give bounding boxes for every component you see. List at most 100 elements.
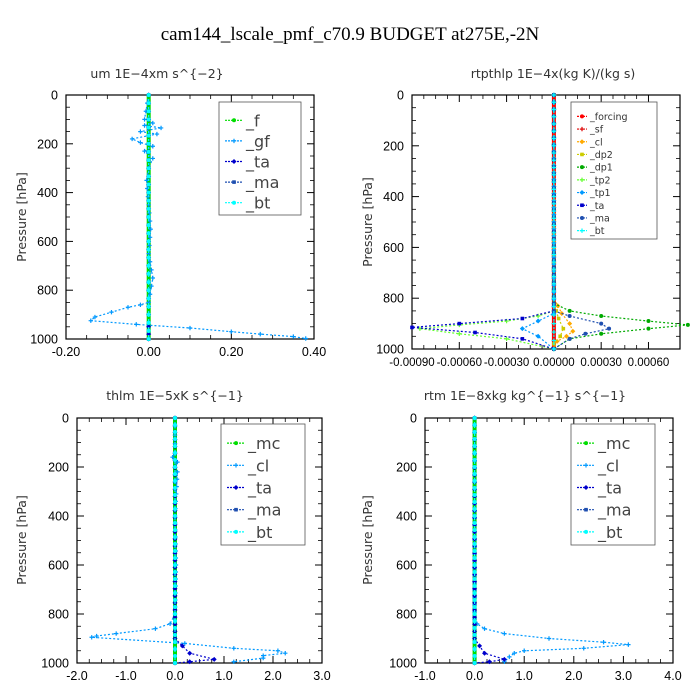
data-point	[556, 316, 561, 321]
series-line-cl	[91, 418, 286, 663]
data-point	[173, 500, 177, 504]
data-point	[472, 521, 477, 525]
y-tick-label: 600	[48, 559, 69, 573]
x-tick-label: -0.00030	[484, 357, 529, 369]
data-point	[551, 321, 557, 326]
y-tick-label: 0	[397, 89, 404, 103]
legend-entry: _forcing	[589, 112, 628, 123]
data-point	[472, 500, 477, 504]
data-point	[551, 172, 557, 178]
data-point	[472, 598, 477, 602]
data-point	[551, 150, 557, 156]
legend-marker	[583, 463, 589, 468]
data-point	[173, 521, 177, 525]
data-point	[607, 326, 612, 331]
legend-entry: _bt	[247, 523, 272, 543]
data-point	[535, 333, 541, 339]
data-point	[173, 514, 177, 518]
data-point	[173, 654, 177, 658]
data-point	[173, 563, 177, 567]
data-point	[551, 187, 557, 192]
data-point	[146, 190, 151, 195]
data-point	[551, 240, 557, 246]
y-tick-label: 200	[383, 139, 404, 153]
data-point	[563, 333, 569, 339]
panel-title: um 1E−4xm s^{−2}	[90, 66, 223, 81]
data-point	[283, 651, 288, 656]
data-point	[229, 329, 234, 334]
legend-marker	[579, 126, 585, 132]
y-axis-label: Pressure [hPa]	[360, 177, 375, 267]
data-point	[173, 416, 177, 420]
legend-entry: _ta	[589, 201, 604, 212]
data-point	[520, 337, 525, 341]
data-point	[472, 528, 477, 532]
legend-marker	[580, 152, 584, 157]
y-tick-label: 800	[48, 608, 69, 622]
data-point	[114, 631, 119, 636]
legend-marker	[232, 200, 236, 205]
data-point	[146, 141, 151, 146]
panel-thlm: thlm 1E−5xK s^{−1} Pressure [hPa] -2.0 -1…	[14, 388, 331, 683]
legend-marker	[232, 118, 236, 123]
panel-rtpthlp: rtpthlp 1E−4x(kg K)/(kg s) Pressure [hPa…	[360, 66, 690, 369]
series-line-ta	[174, 418, 215, 664]
data-point	[179, 643, 185, 649]
data-point	[551, 92, 557, 98]
legend-entry: _gf	[245, 132, 270, 152]
y-tick-label: 400	[383, 190, 404, 204]
data-point	[504, 336, 509, 342]
data-point	[150, 275, 155, 281]
data-point	[558, 334, 562, 339]
y-tick-label: 600	[383, 241, 404, 255]
y-tick-label: 600	[396, 559, 417, 573]
data-point	[567, 313, 572, 318]
data-point	[146, 133, 151, 138]
legend-entry: _cl	[589, 137, 603, 148]
data-point	[535, 318, 541, 324]
y-tick-label: 1000	[30, 333, 58, 347]
legend-marker	[234, 441, 238, 446]
data-point	[303, 336, 308, 341]
series-line-ta	[411, 95, 555, 350]
legend-box	[570, 101, 658, 240]
data-point	[472, 605, 477, 609]
legend-box	[570, 423, 656, 546]
data-point	[472, 486, 477, 490]
legend-entry: _ta	[247, 479, 272, 499]
data-point	[173, 451, 177, 455]
x-tick-label: -1.0	[414, 669, 436, 683]
data-point	[472, 640, 477, 644]
data-point	[599, 331, 604, 336]
data-point	[472, 619, 477, 623]
data-point	[150, 144, 155, 149]
data-point	[275, 648, 281, 653]
y-tick-label: 200	[37, 137, 58, 151]
x-tick-label: -0.20	[52, 345, 81, 359]
data-point	[472, 514, 477, 518]
data-point	[146, 280, 151, 285]
data-point	[173, 486, 177, 490]
data-point	[146, 109, 151, 114]
series-line-tp2	[419, 95, 555, 350]
data-point	[472, 430, 477, 434]
data-point	[472, 633, 477, 637]
data-point	[147, 235, 153, 240]
data-point	[599, 321, 604, 326]
data-point	[109, 309, 114, 315]
data-point	[173, 570, 177, 574]
data-point	[472, 626, 477, 630]
data-point	[551, 247, 557, 253]
data-point	[551, 143, 557, 148]
data-point	[138, 302, 143, 308]
data-point	[551, 252, 557, 257]
data-point	[146, 312, 151, 317]
data-point	[147, 243, 152, 248]
data-point	[472, 535, 477, 539]
data-point	[138, 140, 143, 145]
data-point	[146, 215, 151, 219]
legend-entry: _tp2	[589, 175, 611, 186]
data-point	[551, 254, 557, 260]
legend-entry: _mc	[247, 434, 280, 454]
data-point	[551, 281, 557, 286]
